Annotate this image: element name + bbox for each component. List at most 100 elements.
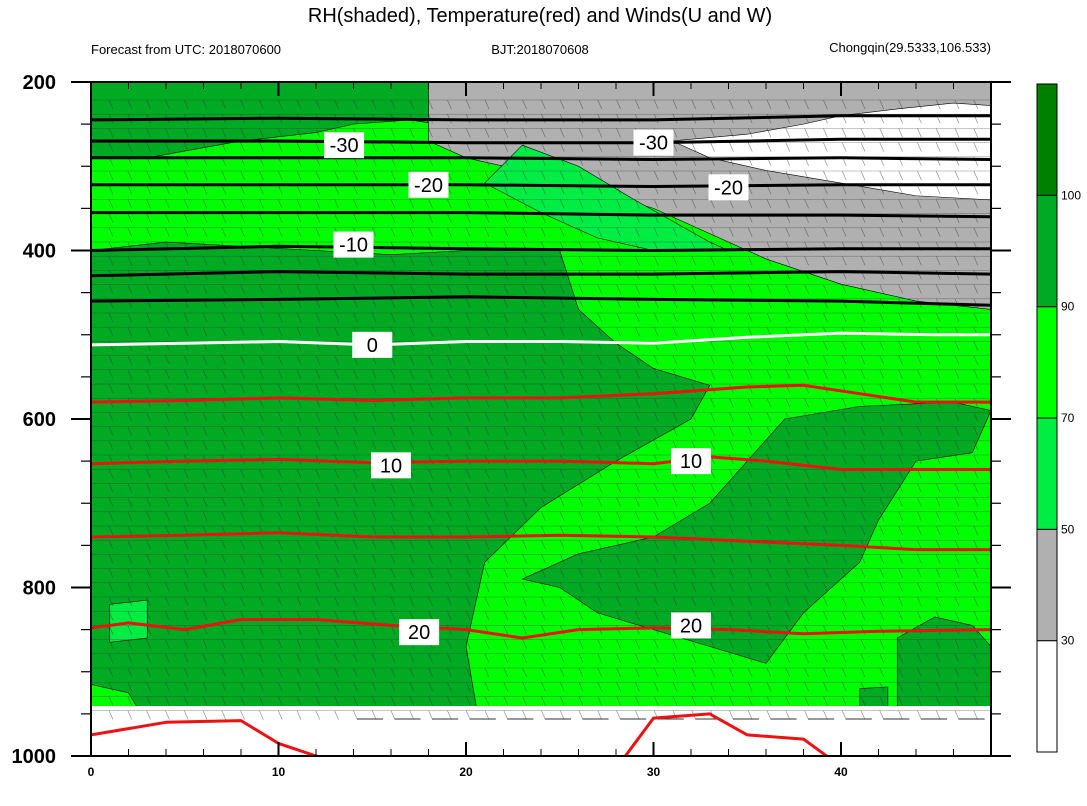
wind-barb [146, 440, 151, 450]
wind-barb [390, 611, 396, 621]
wind-barb [353, 383, 358, 394]
wind-barb [879, 398, 885, 408]
wind-barb [559, 497, 565, 507]
wind-barb [522, 696, 527, 706]
wind-barb [409, 483, 415, 493]
wind-barb [127, 625, 133, 635]
wind-barb [841, 611, 847, 621]
wind-barb [616, 611, 621, 621]
wind-barb [183, 667, 189, 678]
wind-barb [315, 99, 321, 110]
wind-barb [597, 639, 603, 649]
wind-barb [804, 398, 809, 408]
contour-label-text: -30 [639, 133, 668, 155]
wind-barb [616, 497, 621, 507]
wind-barb [334, 483, 339, 493]
wind-barb [484, 426, 490, 436]
wind-barb [146, 568, 151, 578]
wind-barb [465, 667, 471, 678]
wind-barb [522, 511, 527, 521]
wind-barb [841, 710, 847, 720]
wind-barb [296, 469, 302, 479]
wind-barb [616, 554, 621, 564]
wind-barb [409, 412, 415, 422]
wind-barb [935, 185, 941, 195]
wind-barb [841, 639, 847, 649]
wind-barb [766, 398, 772, 408]
wind-barb [315, 142, 321, 152]
wind-barb [635, 483, 640, 493]
wind-barb [146, 639, 151, 649]
wind-barb [653, 369, 659, 379]
wind-barb [747, 554, 753, 564]
wind-barb [522, 568, 527, 578]
wind-barb [823, 454, 828, 465]
wind-barb [973, 525, 979, 536]
wind-barb [221, 227, 227, 237]
wind-barb [766, 170, 772, 181]
wind-barb [221, 554, 227, 564]
wind-barb [371, 128, 377, 138]
wind-barb [503, 227, 509, 237]
wind-barb [108, 355, 114, 365]
wind-barb [108, 568, 114, 578]
wind-barb [954, 440, 960, 450]
wind-barb [898, 596, 903, 607]
wind-barb [202, 596, 208, 607]
wind-barb [823, 128, 828, 138]
colorbar-box [1036, 194, 1058, 308]
wind-barb [616, 710, 621, 720]
wind-barb [597, 398, 603, 408]
wind-barb [616, 540, 621, 550]
wind-barb [559, 312, 565, 323]
wind-barb [747, 199, 753, 209]
wind-barb [653, 355, 659, 365]
wind-barb [597, 540, 603, 550]
wind-barb [841, 667, 847, 678]
wind-barb [785, 667, 791, 678]
wind-barb [710, 525, 715, 536]
wind-barb [935, 568, 941, 578]
wind-barb [766, 355, 772, 365]
wind-barb [202, 469, 208, 479]
wind-barb [653, 483, 659, 493]
wind-barb [578, 327, 584, 337]
wind-barb [146, 469, 151, 479]
wind-barb [841, 170, 847, 181]
wind-barb [371, 667, 377, 678]
wind-barb [541, 469, 546, 479]
wind-barb [616, 355, 621, 365]
wind-barb [635, 696, 640, 706]
wind-barb [541, 582, 546, 592]
wind-barb [710, 540, 715, 550]
contour-label-5: -10 [333, 231, 374, 258]
wind-barb [409, 142, 415, 152]
contour-label-text: 20 [680, 615, 702, 637]
wind-barb [221, 540, 227, 550]
wind-barb [522, 440, 527, 450]
wind-barb [296, 540, 302, 550]
wind-barb [108, 653, 114, 663]
wind-barb [898, 142, 903, 152]
wind-barb [879, 440, 885, 450]
wind-barb [917, 483, 922, 493]
wind-barb [259, 185, 264, 195]
wind-barb [371, 682, 377, 692]
wind-barb [935, 341, 941, 351]
wind-barb [447, 639, 452, 649]
wind-barb [935, 554, 941, 564]
wind-barb [353, 199, 358, 209]
wind-barb [729, 227, 734, 237]
wind-barb [879, 682, 885, 692]
wind-barb [954, 227, 960, 237]
wind-barb [447, 469, 452, 479]
wind-barb [860, 696, 866, 706]
wind-barb [917, 568, 922, 578]
wind-barb [259, 99, 264, 110]
wind-barb [766, 582, 772, 592]
wind-barb [879, 227, 885, 237]
wind-barb [428, 213, 433, 223]
wind-barb [165, 440, 170, 450]
wind-barb [353, 256, 358, 266]
wind-barb [221, 440, 227, 450]
